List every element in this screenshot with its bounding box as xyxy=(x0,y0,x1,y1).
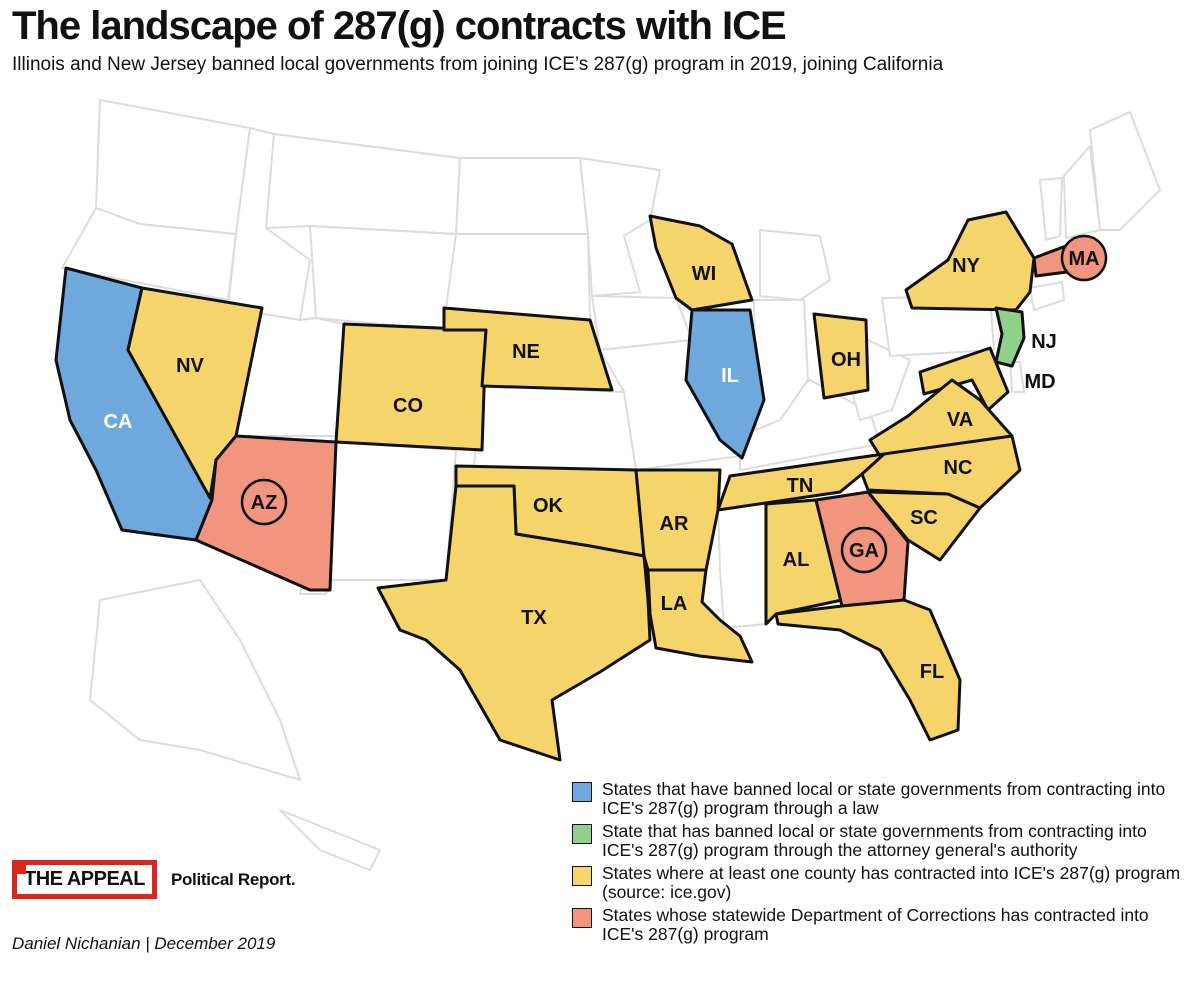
legend-item-banned-law: States that have banned local or state g… xyxy=(572,780,1192,818)
state-sd xyxy=(445,233,591,321)
state-sc xyxy=(866,490,982,562)
label-tn: TN xyxy=(787,475,814,497)
state-mn xyxy=(579,157,661,297)
state-hi xyxy=(279,809,381,871)
legend-item-banned-ag: State that has banned local or state gov… xyxy=(572,822,1192,860)
state-ct xyxy=(1029,281,1065,311)
label-nc: NC xyxy=(944,457,973,479)
legend-swatch-blue xyxy=(572,782,592,802)
background-states xyxy=(61,99,1161,871)
label-va: VA xyxy=(947,409,973,431)
label-ok: OK xyxy=(533,495,564,517)
legend-swatch-green xyxy=(572,824,592,844)
label-il: IL xyxy=(721,365,739,387)
label-oh: OH xyxy=(831,349,861,371)
label-az: AZ xyxy=(251,492,278,514)
label-md: MD xyxy=(1024,371,1055,393)
legend-item-doc-contract: States whose statewide Department of Cor… xyxy=(572,906,1192,944)
state-wa xyxy=(95,99,251,235)
marker-ma xyxy=(1060,234,1108,282)
label-wi: WI xyxy=(692,263,716,285)
legend-text: States that have banned local or state g… xyxy=(602,779,1166,818)
label-ny: NY xyxy=(952,255,980,277)
state-vt xyxy=(1039,177,1063,241)
label-ma: MA xyxy=(1068,248,1099,270)
legend-swatch-salmon xyxy=(572,908,592,928)
label-tx: TX xyxy=(521,607,547,629)
state-mt xyxy=(265,133,461,235)
colored-states xyxy=(54,210,1104,762)
state-la xyxy=(646,568,754,664)
state-ks xyxy=(473,385,637,471)
legend-text: State that has banned local or state gov… xyxy=(602,821,1147,860)
label-al: AL xyxy=(783,549,810,571)
label-ne: NE xyxy=(512,341,540,363)
label-ga: GA xyxy=(849,540,879,562)
legend-text: States whose statewide Department of Cor… xyxy=(602,905,1149,944)
label-nj: NJ xyxy=(1031,331,1057,353)
state-wy xyxy=(309,225,457,331)
state-oh xyxy=(812,312,870,400)
state-ne xyxy=(442,306,614,392)
state-de xyxy=(1009,361,1025,393)
page-subtitle: Illinois and New Jersey banned local gov… xyxy=(12,54,944,75)
legend-item-county-contract: States where at least one county has con… xyxy=(572,864,1192,902)
label-fl: FL xyxy=(920,661,944,683)
legend-text: States where at least one county has con… xyxy=(602,863,1181,902)
legend-swatch-yellow xyxy=(572,866,592,886)
label-ar: AR xyxy=(660,513,689,535)
state-ak xyxy=(89,579,301,781)
marker-az xyxy=(240,478,288,526)
legend: States that have banned local or state g… xyxy=(572,780,1192,948)
state-nh xyxy=(1063,145,1101,239)
state-nd xyxy=(455,157,589,235)
logo-wordmark: THE APPEAL xyxy=(12,860,157,899)
state-tx xyxy=(376,484,652,762)
page-title: The landscape of 287(g) contracts with I… xyxy=(12,4,787,48)
state-labels: CA IL NJ NV CO NE WI NY OH MD VA NC TN O… xyxy=(104,248,1100,683)
label-nv: NV xyxy=(176,355,204,377)
state-tn xyxy=(716,452,886,512)
state-me xyxy=(1089,111,1161,231)
label-la: LA xyxy=(661,593,688,615)
doc-markers xyxy=(240,234,1108,574)
state-il xyxy=(684,308,766,460)
label-ca: CA xyxy=(104,411,133,433)
state-fl xyxy=(774,598,962,742)
byline: Daniel Nichanian | December 2019 xyxy=(12,934,276,953)
publisher-logo: THE APPEAL Political Report. xyxy=(12,860,296,899)
state-nj xyxy=(994,306,1026,368)
state-ms xyxy=(717,503,767,629)
state-nc xyxy=(860,434,1022,510)
state-wi xyxy=(648,214,754,312)
state-co xyxy=(334,322,488,452)
label-co: CO xyxy=(393,395,423,417)
state-mi xyxy=(759,229,831,301)
marker-ga xyxy=(840,526,888,574)
logo-section: Political Report. xyxy=(170,869,296,889)
label-sc: SC xyxy=(910,507,938,529)
